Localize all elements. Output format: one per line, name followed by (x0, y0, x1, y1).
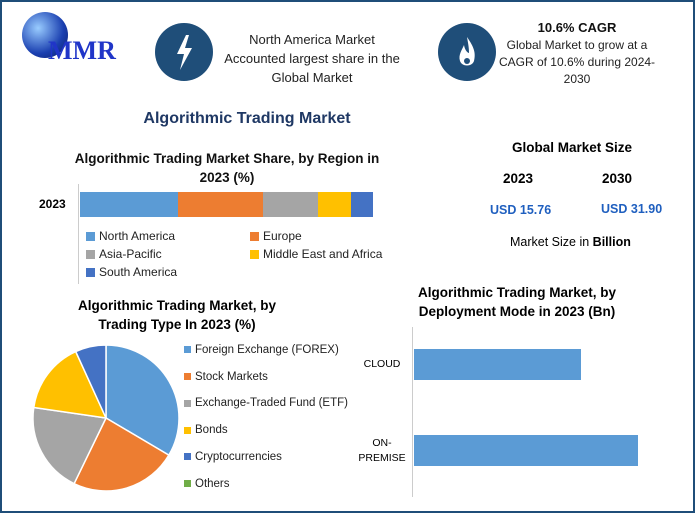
legend-item: Exchange-Traded Fund (ETF) (184, 397, 348, 409)
legend-label: Europe (263, 229, 302, 243)
lightning-icon (155, 23, 213, 81)
cagr-title: 10.6% CAGR (537, 20, 617, 35)
note-unit: Billion (592, 235, 631, 249)
region-axis (78, 184, 79, 284)
pie-slice-cryptocurrencies (74, 344, 107, 419)
main-title: Algorithmic Trading Market (143, 110, 351, 127)
region-chart-title: Algorithmic Trading Market Share, by Reg… (74, 151, 380, 185)
legend-item: Middle East and Africa (250, 247, 382, 261)
deployment-bar-cloud (414, 349, 581, 380)
deployment-label: CLOUD (363, 358, 401, 370)
trading-chart-title: Algorithmic Trading Market, by Trading T… (77, 298, 277, 332)
region-stacked-bar (80, 192, 373, 217)
bar-segment-middle-east-and-africa (317, 192, 351, 217)
bar-segment-north-america (80, 192, 178, 217)
logo-text: MMR (48, 36, 116, 65)
legend-swatch (184, 399, 191, 407)
cagr-box: 10.6% CAGR Global Market to grow at a CA… (497, 20, 657, 88)
legend-swatch (184, 426, 191, 434)
legend-item: Asia-Pacific (86, 247, 162, 261)
north-america-text: North America Market Accounted largest s… (224, 32, 400, 85)
mmr-logo: MMR (14, 12, 116, 72)
value-2023: USD 15.76 (490, 203, 552, 217)
legend-item: Foreign Exchange (FOREX) (184, 344, 339, 356)
legend-label: South America (99, 265, 178, 279)
cagr-text: Global Market to grow at a CAGR of 10.6%… (498, 38, 656, 86)
legend-label: Cryptocurrencies (195, 450, 282, 463)
legend-label: Stock Markets (195, 370, 268, 383)
legend-item: North America (86, 229, 175, 243)
bar-segment-south-america (351, 192, 373, 217)
flame-icon (438, 23, 496, 81)
legend-swatch (86, 232, 95, 242)
legend-item: South America (86, 265, 177, 279)
trading-type-pie (32, 344, 180, 492)
legend-item: Others (184, 478, 230, 490)
bar-segment-europe (177, 192, 263, 217)
legend-item: Cryptocurrencies (184, 451, 282, 463)
pie-slice-bonds (32, 350, 108, 419)
deployment-label: ON- PREMISE (358, 437, 406, 464)
legend-label: Middle East and Africa (263, 247, 383, 261)
legend-swatch (86, 268, 95, 278)
legend-swatch (250, 250, 259, 260)
legend-swatch (184, 373, 191, 381)
globe-icon (22, 12, 68, 58)
deployment-chart-title: Algorithmic Trading Market, by Deploymen… (417, 285, 617, 319)
region-year-label: 2023 (39, 197, 66, 211)
legend-swatch (86, 250, 95, 260)
legend-label: Asia-Pacific (99, 247, 162, 261)
deployment-bar-on-premise (414, 435, 639, 466)
year-2030: 2030 (602, 171, 633, 186)
legend-label: Exchange-Traded Fund (ETF) (195, 397, 348, 410)
legend-item: Bonds (184, 424, 228, 436)
market-size-note: Market Size in Billion (510, 235, 631, 249)
value-2030: USD 31.90 (601, 202, 663, 216)
legend-item: Europe (250, 229, 302, 243)
legend-label: North America (99, 229, 176, 243)
legend-swatch (184, 453, 191, 461)
legend-label: Bonds (195, 424, 228, 437)
legend-swatch (250, 232, 259, 242)
pie-slice-foreign-exchange-forex (105, 344, 180, 457)
legend-swatch (184, 346, 191, 354)
legend-item: Stock Markets (184, 371, 268, 383)
legend-swatch (184, 479, 191, 487)
deployment-axis (412, 327, 413, 497)
year-2023: 2023 (503, 171, 534, 186)
legend-label: Others (195, 477, 230, 490)
note-prefix: Market Size in (510, 235, 593, 249)
global-market-size-title: Global Market Size (511, 140, 633, 155)
pie-slice-exchange-traded-fund-etf (32, 406, 108, 485)
legend-label: Foreign Exchange (FOREX) (195, 344, 339, 356)
bar-segment-asia-pacific (262, 192, 318, 217)
